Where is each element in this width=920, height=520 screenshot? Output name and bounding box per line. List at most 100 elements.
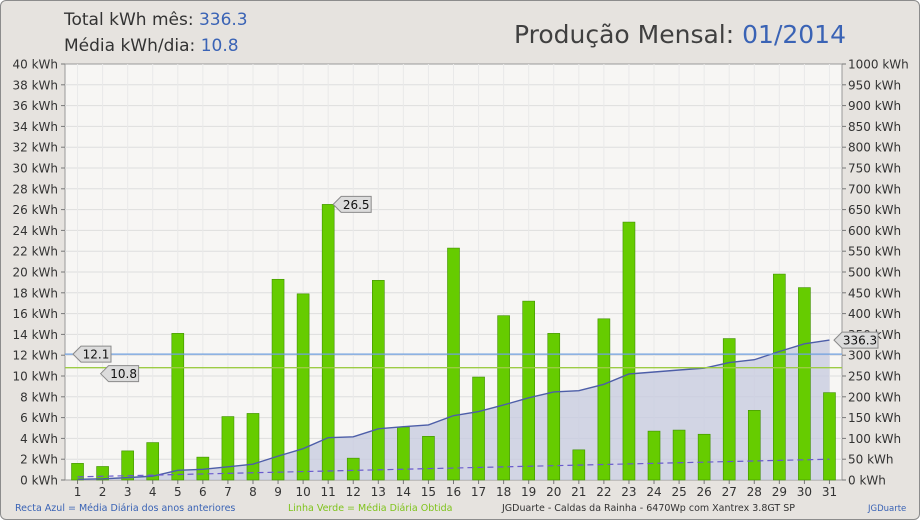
- daily-bar: [171, 333, 185, 481]
- right-tick-label: 950 kWh: [848, 78, 901, 92]
- left-tick-label: 4 kWh: [20, 432, 58, 446]
- right-tick-label: 150 kWh: [848, 411, 901, 425]
- monthly-total-value: 336.3: [198, 10, 248, 30]
- daily-bar: [271, 278, 285, 481]
- x-tick-label: 10: [295, 485, 310, 499]
- left-tick-label: 0 kWh: [20, 474, 58, 488]
- daily-bar: [798, 287, 811, 481]
- legend-green-line: Linha Verde = Média Diária Obtida: [288, 503, 453, 514]
- x-tick-label: 3: [124, 485, 132, 499]
- monthly-total-label: Total kWh mês:: [64, 10, 194, 30]
- previous-years-average-label-shape: [72, 345, 112, 363]
- x-tick-label: 29: [772, 485, 787, 499]
- x-tick-label: 1: [74, 485, 82, 499]
- cumulative-area: [77, 340, 830, 480]
- dashed-average-line: [77, 458, 830, 478]
- cumulative-total-label-shape: [833, 331, 879, 349]
- right-tick-label: 250 kWh: [848, 370, 901, 384]
- left-tick-label: 32 kWh: [12, 141, 58, 155]
- title-month: 01/2014: [742, 20, 846, 49]
- right-tick-label: 400 kWh: [848, 307, 901, 321]
- x-tick-label: 13: [371, 485, 386, 499]
- x-tick-label: 7: [224, 485, 232, 499]
- daily-bar: [597, 318, 611, 481]
- daily-bar: [647, 430, 661, 481]
- x-tick-label: 31: [822, 485, 837, 499]
- right-tick-label: 450 kWh: [848, 286, 901, 300]
- left-tick-label: 38 kWh: [12, 78, 58, 92]
- x-tick-label: 24: [646, 485, 661, 499]
- daily-bar: [221, 416, 235, 481]
- x-tick-label: 11: [321, 485, 336, 499]
- right-tick-label: 850 kWh: [848, 120, 901, 134]
- daily-bar: [71, 463, 84, 481]
- daily-bar: [296, 293, 310, 481]
- daily-bar: [622, 221, 636, 481]
- cumulative-total-label-text: 336.3: [843, 334, 877, 348]
- right-tick-label: 50 kWh: [848, 453, 894, 467]
- legend-blue-line: Recta Azul = Média Diária dos anos anter…: [15, 503, 236, 514]
- x-tick-label: 6: [199, 485, 207, 499]
- left-tick-label: 16 kWh: [12, 307, 58, 321]
- credit-text: JGDuarte: [868, 504, 907, 514]
- left-tick-label: 12 kWh: [12, 349, 58, 363]
- right-tick-label: 600 kWh: [848, 224, 901, 238]
- daily-average-value: 10.8: [200, 36, 239, 56]
- daily-bar: [346, 457, 360, 481]
- right-tick-label: 900 kWh: [848, 99, 901, 113]
- x-tick-label: 19: [521, 485, 536, 499]
- daily-bar: [422, 436, 435, 481]
- daily-bar: [321, 204, 335, 481]
- left-tick-label: 34 kWh: [12, 120, 58, 134]
- left-tick-label: 6 kWh: [20, 411, 58, 425]
- left-tick-label: 36 kWh: [12, 99, 58, 113]
- obtained-average-label-shape: [99, 365, 140, 383]
- left-tick-label: 8 kWh: [20, 390, 58, 404]
- left-tick-label: 24 kWh: [12, 224, 58, 238]
- left-tick-label: 18 kWh: [12, 286, 58, 300]
- x-tick-label: 20: [546, 485, 561, 499]
- max-day-label-shape: [332, 195, 372, 213]
- daily-average-stat: Média kWh/dia: 10.8: [64, 36, 239, 56]
- daily-bar: [397, 426, 410, 481]
- daily-bar: [497, 315, 510, 481]
- daily-bar: [747, 410, 761, 481]
- left-tick-label: 30 kWh: [12, 162, 58, 176]
- previous-years-average-label: 12.1: [72, 345, 112, 363]
- daily-bar: [372, 280, 385, 481]
- right-tick-label: 200 kWh: [848, 390, 901, 404]
- right-tick-label: 300 kWh: [848, 349, 901, 363]
- left-tick-label: 22 kWh: [12, 245, 58, 259]
- right-tick-label: 1000 kWh: [848, 58, 909, 72]
- x-tick-label: 16: [446, 485, 461, 499]
- daily-bar: [522, 300, 535, 481]
- x-tick-label: 17: [471, 485, 486, 499]
- daily-bar: [146, 442, 160, 481]
- left-tick-label: 40 kWh: [12, 58, 58, 72]
- left-tick-label: 26 kWh: [12, 203, 58, 217]
- monthly-total-stat: Total kWh mês: 336.3: [64, 10, 248, 30]
- right-tick-label: 650 kWh: [848, 203, 901, 217]
- x-tick-label: 26: [697, 485, 712, 499]
- x-tick-label: 9: [274, 485, 282, 499]
- x-tick-label: 25: [671, 485, 686, 499]
- right-tick-label: 550 kWh: [848, 245, 901, 259]
- left-tick-label: 10 kWh: [12, 370, 58, 384]
- left-tick-label: 20 kWh: [12, 266, 58, 280]
- x-tick-label: 15: [421, 485, 436, 499]
- x-tick-label: 4: [149, 485, 157, 499]
- page-title: Produção Mensal: 01/2014: [514, 20, 846, 49]
- x-tick-label: 28: [747, 485, 762, 499]
- right-tick-label: 800 kWh: [848, 141, 901, 155]
- obtained-average-label: 10.8: [99, 365, 140, 383]
- previous-years-average-label-text: 12.1: [83, 348, 110, 362]
- title-label: Produção Mensal:: [513, 20, 735, 49]
- daily-bar: [472, 376, 485, 481]
- x-tick-label: 14: [396, 485, 411, 499]
- left-tick-label: 2 kWh: [20, 453, 58, 467]
- daily-bar: [722, 338, 736, 481]
- daily-bar: [121, 450, 134, 481]
- station-info: JGDuarte - Caldas da Rainha - 6470Wp com…: [502, 503, 795, 514]
- daily-bar: [672, 429, 686, 481]
